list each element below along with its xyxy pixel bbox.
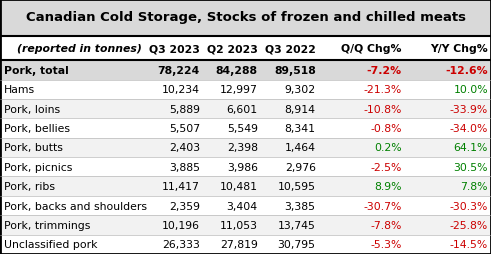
Text: 6,601: 6,601 — [227, 104, 258, 114]
Text: 26,333: 26,333 — [162, 239, 200, 249]
Text: 0.2%: 0.2% — [374, 143, 402, 153]
Text: Pork, butts: Pork, butts — [4, 143, 63, 153]
Text: Pork, trimmings: Pork, trimmings — [4, 220, 90, 230]
Bar — [0, 100, 491, 119]
Text: 1,464: 1,464 — [285, 143, 316, 153]
Text: -33.9%: -33.9% — [450, 104, 488, 114]
Text: Q2 2023: Q2 2023 — [207, 44, 258, 54]
Text: 10,481: 10,481 — [220, 181, 258, 192]
Text: -14.5%: -14.5% — [450, 239, 488, 249]
Text: (reported in tonnes): (reported in tonnes) — [17, 44, 142, 54]
Text: Pork, ribs: Pork, ribs — [4, 181, 55, 192]
Text: 5,889: 5,889 — [169, 104, 200, 114]
Bar — [0, 157, 491, 177]
Text: -21.3%: -21.3% — [363, 85, 402, 95]
Text: 64.1%: 64.1% — [454, 143, 488, 153]
Text: Q3 2023: Q3 2023 — [149, 44, 200, 54]
Text: 89,518: 89,518 — [274, 66, 316, 76]
Text: -7.8%: -7.8% — [370, 220, 402, 230]
Text: 7.8%: 7.8% — [461, 181, 488, 192]
Text: -7.2%: -7.2% — [366, 66, 402, 76]
Text: 3,986: 3,986 — [227, 162, 258, 172]
Text: 11,417: 11,417 — [162, 181, 200, 192]
Text: Pork, total: Pork, total — [4, 66, 69, 76]
Text: Pork, backs and shoulders: Pork, backs and shoulders — [4, 201, 147, 211]
Text: -10.8%: -10.8% — [363, 104, 402, 114]
Text: 5,507: 5,507 — [169, 123, 200, 134]
Text: 2,976: 2,976 — [285, 162, 316, 172]
Text: 8,914: 8,914 — [285, 104, 316, 114]
Text: Pork, bellies: Pork, bellies — [4, 123, 70, 134]
Text: Pork, loins: Pork, loins — [4, 104, 60, 114]
Text: -2.5%: -2.5% — [370, 162, 402, 172]
Text: 10,196: 10,196 — [162, 220, 200, 230]
Bar — [0, 37, 491, 61]
Bar — [0, 196, 491, 215]
Bar — [0, 138, 491, 157]
Text: 5,549: 5,549 — [227, 123, 258, 134]
Text: 10,234: 10,234 — [162, 85, 200, 95]
Text: Unclassified pork: Unclassified pork — [4, 239, 97, 249]
Text: -12.6%: -12.6% — [445, 66, 488, 76]
Text: 8,341: 8,341 — [285, 123, 316, 134]
Text: 2,403: 2,403 — [169, 143, 200, 153]
Text: 10,595: 10,595 — [278, 181, 316, 192]
Text: -0.8%: -0.8% — [370, 123, 402, 134]
Text: -34.0%: -34.0% — [450, 123, 488, 134]
Text: Y/Y Chg%: Y/Y Chg% — [430, 44, 488, 54]
Text: 78,224: 78,224 — [158, 66, 200, 76]
Text: 13,745: 13,745 — [278, 220, 316, 230]
Text: -25.8%: -25.8% — [450, 220, 488, 230]
Text: 10.0%: 10.0% — [453, 85, 488, 95]
Text: Pork, picnics: Pork, picnics — [4, 162, 72, 172]
Text: 30,795: 30,795 — [278, 239, 316, 249]
Text: 27,819: 27,819 — [220, 239, 258, 249]
Text: 3,385: 3,385 — [285, 201, 316, 211]
Text: 3,404: 3,404 — [227, 201, 258, 211]
Text: -5.3%: -5.3% — [370, 239, 402, 249]
Text: 2,398: 2,398 — [227, 143, 258, 153]
Text: 9,302: 9,302 — [285, 85, 316, 95]
Text: Hams: Hams — [4, 85, 35, 95]
Bar — [0, 119, 491, 138]
Bar — [0, 80, 491, 100]
Text: Q/Q Chg%: Q/Q Chg% — [341, 44, 402, 54]
Text: 84,288: 84,288 — [216, 66, 258, 76]
Bar — [0, 61, 491, 80]
Text: 3,885: 3,885 — [169, 162, 200, 172]
Text: 12,997: 12,997 — [220, 85, 258, 95]
Bar — [0, 235, 491, 254]
Text: Canadian Cold Storage, Stocks of frozen and chilled meats: Canadian Cold Storage, Stocks of frozen … — [26, 11, 465, 24]
Text: 11,053: 11,053 — [220, 220, 258, 230]
Text: -30.7%: -30.7% — [363, 201, 402, 211]
Bar — [0, 0, 491, 37]
Text: 30.5%: 30.5% — [454, 162, 488, 172]
Bar — [0, 177, 491, 196]
Text: 8.9%: 8.9% — [374, 181, 402, 192]
Text: Q3 2022: Q3 2022 — [265, 44, 316, 54]
Text: 2,359: 2,359 — [169, 201, 200, 211]
Text: -30.3%: -30.3% — [450, 201, 488, 211]
Bar — [0, 215, 491, 235]
